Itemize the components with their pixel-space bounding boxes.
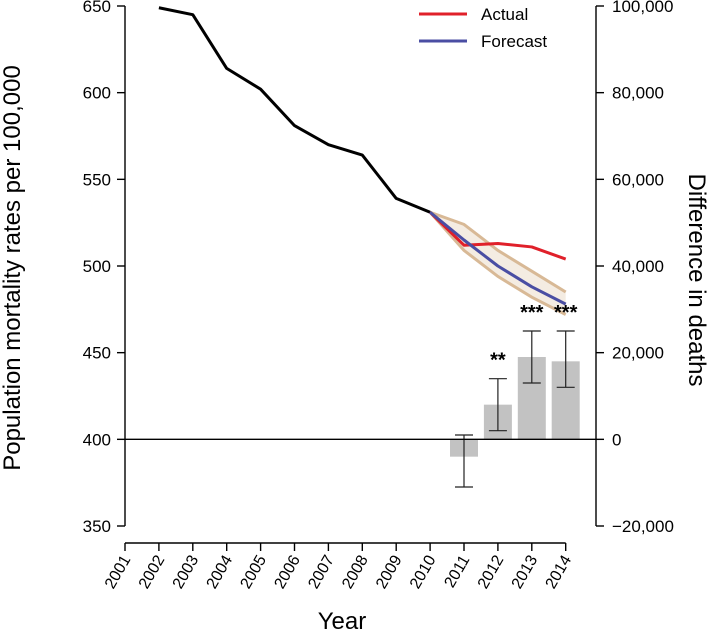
left-y-tick-label: 450 — [83, 344, 111, 363]
x-tick-label: 2011 — [442, 552, 474, 590]
bar-layer: ***** *** — [450, 302, 580, 488]
legend: Actual Forecast — [419, 5, 547, 51]
x-tick-label: 2009 — [373, 552, 406, 591]
left-y-tick-label: 350 — [83, 517, 111, 536]
left-y-tick-label: 500 — [83, 257, 111, 276]
x-tick-label: 2008 — [339, 552, 372, 591]
left-y-tick-label: 650 — [83, 0, 111, 16]
legend-label: Actual — [481, 5, 528, 24]
axis-layer: 350 400 450 500 550 600 650 −20,000 0 20,000 40,00… — [83, 0, 674, 592]
x-tick-label: 2012 — [475, 552, 508, 591]
forecast-band-lower — [428, 211, 567, 316]
forecast-line — [429, 211, 567, 306]
x-tick-label: 2002 — [136, 552, 169, 591]
observed-line — [158, 6, 431, 214]
x-tick-label: 2001 — [102, 552, 135, 591]
left-y-tick-label: 400 — [83, 430, 111, 449]
left-y-axis-label: Population mortality rates per 100,000 — [0, 65, 26, 471]
right-y-tick-label: 80,000 — [612, 84, 664, 103]
right-y-tick-label: 100,000 — [612, 0, 673, 16]
left-y-tick-label: 550 — [83, 170, 111, 189]
series-layer — [158, 6, 567, 306]
forecast-band-fill — [430, 212, 566, 315]
right-y-tick-label: 0 — [612, 430, 621, 449]
right-y-tick-label: −20,000 — [612, 517, 674, 536]
forecast-band-upper — [429, 210, 567, 294]
significance-label: *** — [520, 302, 544, 324]
right-y-tick-label: 20,000 — [612, 344, 664, 363]
x-tick-label: 2006 — [271, 552, 304, 591]
significance-label: *** — [554, 302, 578, 324]
actual-line — [429, 211, 567, 261]
right-y-tick-label: 60,000 — [612, 170, 664, 189]
x-axis-label: Year — [318, 608, 367, 634]
forecast-band-layer — [428, 210, 567, 316]
x-tick-label: 2007 — [305, 552, 338, 591]
right-y-tick-label: 40,000 — [612, 257, 664, 276]
legend-label: Forecast — [481, 32, 547, 51]
x-tick-label: 2013 — [509, 552, 542, 591]
x-tick-label: 2005 — [238, 552, 271, 591]
x-tick-label: 2004 — [204, 552, 237, 591]
x-tick-label: 2014 — [543, 552, 576, 591]
x-tick-label: 2003 — [170, 552, 203, 591]
significance-label: ** — [490, 350, 506, 372]
left-y-tick-label: 600 — [83, 84, 111, 103]
x-tick-label: 2010 — [407, 552, 440, 591]
right-y-axis-label: Difference in deaths — [683, 173, 708, 386]
